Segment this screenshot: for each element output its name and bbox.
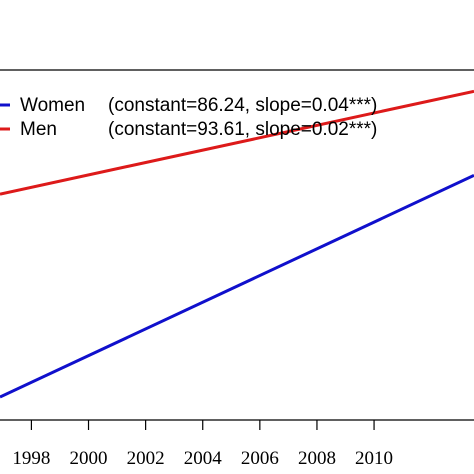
legend-label-men: Men — [20, 119, 57, 140]
legend-note-men: (constant=93.61, slope=0.02***) — [108, 119, 377, 140]
x-tick-label-2002: 2002 — [127, 448, 165, 469]
legend-note-women: (constant=86.24, slope=0.04***) — [108, 95, 377, 116]
series-line-women — [0, 174, 474, 399]
x-tick-label-2004: 2004 — [184, 448, 223, 469]
legend-label-women: Women — [20, 95, 85, 116]
plot-area — [0, 69, 474, 421]
x-tick-label-2006: 2006 — [241, 448, 279, 469]
x-tick-label-2000: 2000 — [70, 448, 108, 469]
x-axis: 1998 2000 2002 2004 2006 2008 2010 — [12, 420, 393, 469]
x-tick-label-1998: 1998 — [12, 448, 50, 469]
x-tick-label-2010: 2010 — [355, 448, 393, 469]
series-line-men — [0, 89, 474, 196]
series-layer — [0, 89, 474, 399]
legend: Women (constant=86.24, slope=0.04***) Me… — [0, 95, 377, 140]
x-tick-label-2008: 2008 — [298, 448, 336, 469]
